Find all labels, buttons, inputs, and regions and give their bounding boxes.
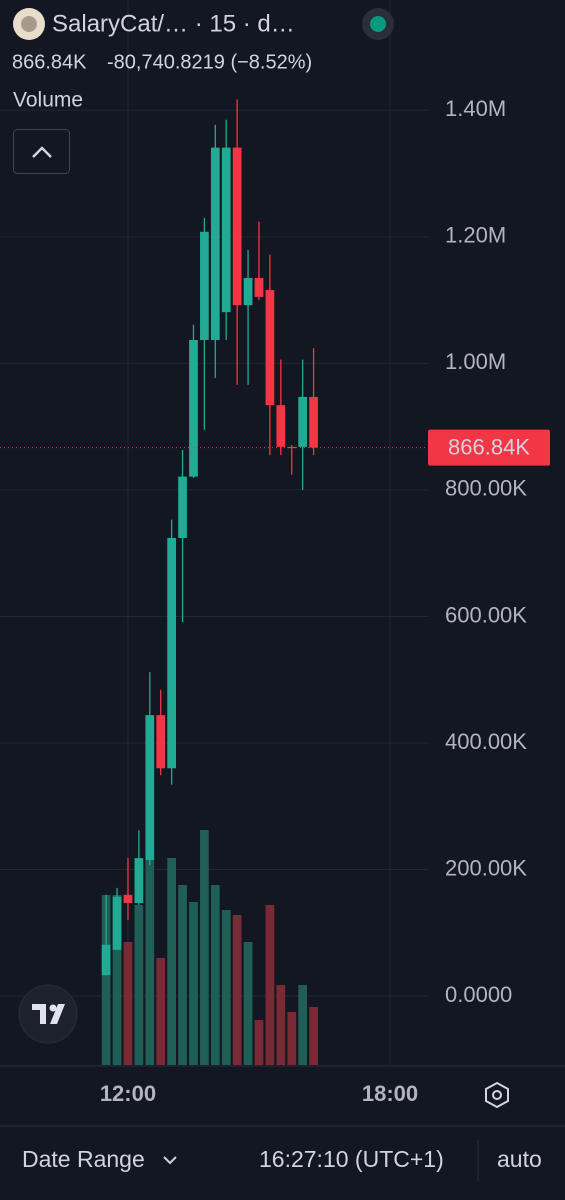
chevron-up: [32, 146, 52, 158]
candle-body: [101, 944, 111, 976]
volume-bar: [145, 858, 155, 1065]
logo-mark: [32, 1004, 65, 1024]
volume-bar: [221, 910, 231, 1065]
candle-body: [189, 339, 198, 477]
volume-bar: [112, 895, 122, 1065]
candle-body: [276, 405, 286, 447]
clock: 16:27:10 (UTC+1): [259, 1146, 444, 1172]
auto-scale[interactable]: auto: [497, 1146, 542, 1172]
volume-bar: [123, 942, 133, 1065]
volume-bar: [265, 905, 275, 1065]
candles: [101, 99, 318, 976]
x-tick-label: 12:00: [100, 1081, 156, 1106]
volume-bar: [167, 858, 177, 1065]
time-axis: 12:00 18:00: [100, 1081, 418, 1106]
volume-bar: [276, 985, 286, 1065]
candle-body: [287, 446, 297, 449]
volume-bar: [189, 902, 198, 1065]
candle-body: [167, 537, 177, 769]
candle-body: [298, 396, 308, 447]
candle-body: [254, 277, 264, 297]
candle-body: [232, 147, 242, 306]
volume-bar: [309, 1007, 318, 1065]
x-tick-label: 18:00: [362, 1081, 418, 1106]
last-price-box: [428, 429, 550, 466]
volume-pane: [101, 830, 318, 1065]
settings-icon-center: [492, 1090, 502, 1100]
candle-body: [134, 858, 144, 904]
candle-body: [210, 147, 220, 340]
symbol-title[interactable]: SalaryCat/… · 15 · d…: [52, 10, 295, 37]
volume-bar: [243, 942, 253, 1065]
volume-bar: [156, 958, 166, 1065]
candle-body: [156, 715, 166, 769]
price-label: 866.84K: [0, 429, 550, 466]
grid: 0.0000 200.00K 400.00K 600.00K 800.00K 1.00M 1…: [0, 0, 527, 1065]
candle-body: [221, 147, 231, 313]
candle-body: [178, 476, 187, 538]
y-tick-label: 800.00K: [445, 476, 527, 501]
y-tick-label: 1.00M: [445, 349, 506, 374]
logo-dot: [49, 1004, 57, 1012]
y-tick-label: 600.00K: [445, 602, 527, 627]
y-tick-label: 1.40M: [445, 96, 506, 121]
y-tick-label: 1.20M: [445, 223, 506, 248]
volume-bar: [134, 905, 144, 1065]
volume-bar: [287, 1012, 297, 1065]
status-dot: [370, 16, 386, 32]
avatar-face: [21, 16, 37, 32]
y-tick-label: 200.00K: [445, 855, 527, 880]
volume-bar: [178, 885, 187, 1065]
y-tick-label: 0.0000: [445, 982, 512, 1007]
y-tick-label: 400.00K: [445, 729, 527, 754]
volume-bar: [210, 885, 220, 1065]
candle-body: [145, 715, 155, 861]
logo[interactable]: [18, 984, 78, 1044]
candle-body: [265, 289, 275, 406]
candle-body: [123, 894, 133, 904]
collapse-button[interactable]: [13, 129, 70, 174]
volume-bar: [232, 915, 242, 1065]
candle-body: [309, 396, 318, 448]
last-price-text: 866.84K: [448, 434, 530, 459]
candle-body: [243, 277, 253, 306]
volume-bar: [298, 985, 308, 1065]
last-price: 866.84K: [12, 51, 87, 73]
volume-bar: [200, 830, 209, 1065]
price-change: -80,740.8219 (−8.52%): [107, 51, 312, 73]
volume-bar: [254, 1020, 264, 1065]
settings-icon[interactable]: [485, 1081, 509, 1109]
date-range[interactable]: Date Range: [22, 1146, 145, 1172]
candle-body: [112, 896, 122, 950]
candle-body: [200, 231, 209, 340]
volume-label: Volume: [13, 89, 83, 112]
volume-bar: [101, 895, 111, 1065]
date-range-chevron: [163, 1156, 177, 1165]
